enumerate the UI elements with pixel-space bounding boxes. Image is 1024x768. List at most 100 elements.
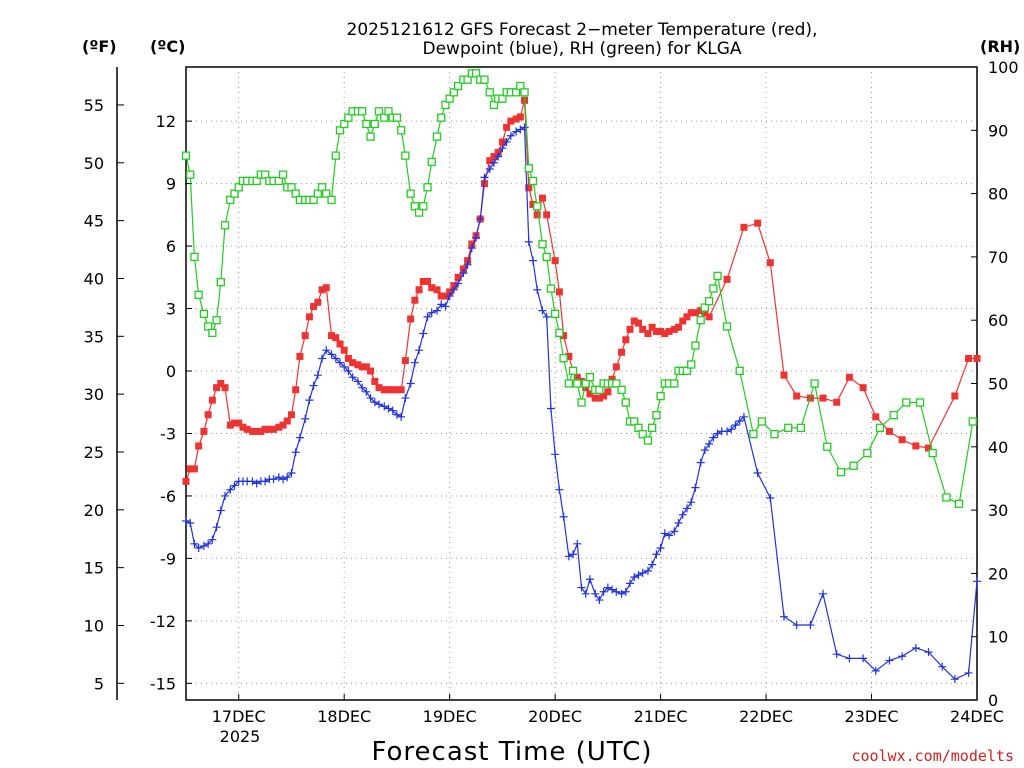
dewpoint-point [318,354,327,363]
dewpoint-point [626,579,635,588]
rh-point [362,119,371,129]
x-tick-label: 21DEC [634,707,688,726]
temperature-point [328,332,336,340]
rh-point [309,195,318,205]
dewpoint-point [691,483,700,492]
rh-tick-label: 10 [988,628,1008,647]
rh-point [437,113,446,122]
rh-point [823,442,832,451]
dewpoint-point [327,350,336,359]
dewpoint-point [735,416,744,425]
temperature-point [393,386,401,394]
rh-point [480,75,489,84]
dewpoint-point [423,312,432,321]
dewpoint-point [603,583,612,592]
rh-tick-label: 60 [988,311,1008,330]
x-tick-label: 18DEC [317,707,371,726]
dewpoint-point [871,666,880,675]
temperature-point [287,411,295,419]
dewpoint-point [723,427,732,436]
temperature-point [657,327,665,335]
rh-point [516,81,525,91]
temperature-point [740,223,748,231]
dewpoint-point [248,477,257,486]
dewpoint-point [577,583,586,592]
dewpoint-point [190,539,199,548]
dewpoint-point [344,367,353,376]
dewpoint-point [591,589,600,598]
temperature-point [793,392,801,400]
dewpoint-point [427,308,436,317]
rh-point [889,410,898,420]
rh-point [471,69,481,78]
temperature-point [186,465,194,473]
dewpoint-point [252,479,261,488]
rh-tick-label: 90 [988,121,1008,140]
rh-point [595,385,604,394]
dewpoint-point [322,346,331,355]
temperature-point [401,357,409,365]
rh-point [546,284,556,293]
dewpoint-point [938,662,947,671]
dewpoint-point [230,481,239,490]
rh-point [810,379,819,388]
temperature-point [446,288,454,296]
axes [116,66,978,701]
rh-tick-label: 80 [988,185,1008,204]
temperature-point [648,323,656,331]
dewpoint-point [612,587,621,596]
temperature-point [723,275,731,283]
rh-point [234,183,243,192]
rh-point [559,354,568,363]
credit-text: coolwx.com/modelts [851,747,1014,765]
temperature-point [248,427,256,435]
dewpoint-point [885,656,894,665]
temperature-point [428,284,436,292]
temperature-point [543,211,551,219]
rh-point [643,436,653,445]
chart-title-line-2: Dewpoint (blue), RH (green) for KLGA [423,39,742,59]
dewpoint-point [696,458,705,467]
temperature-point [257,427,265,435]
temperature-point [318,286,326,294]
tick-labels: 17DEC 18DEC 19DEC 20DEC 21DEC 22DEC 23DEC 24DEC… [84,58,1019,726]
dewpoint-point [520,123,529,132]
temperature-point [973,355,981,363]
dewpoint-point [480,173,489,182]
temperature-point [292,386,300,394]
temperature-point [450,282,458,290]
series-rh [181,69,977,508]
temperature-point [675,323,683,331]
temperature-point [626,325,634,333]
temperature-point [529,200,537,208]
dewpoint-point [472,233,481,242]
temperature-point [965,355,973,363]
temperature-point [670,325,678,333]
dewpoint-point [309,381,318,390]
rh-point [485,88,494,97]
dewpoint-point [295,433,304,442]
temperature-point [336,340,344,348]
dewpoint-point [564,552,573,561]
temperature-point [701,309,709,317]
dewpoint-point [441,302,450,311]
dewpoint-point [485,165,494,174]
dewpoint-point [269,475,278,484]
fahrenheit-unit-label: (ºF) [82,37,117,56]
temperature-point [600,392,608,400]
dewpoint-point [599,587,608,596]
temperature-point [503,123,511,131]
fahrenheit-tick-label: 10 [84,617,104,636]
rh-point [344,113,353,122]
rh-tick-label: 20 [988,564,1008,583]
temperature-point [419,277,427,285]
temperature-point [204,411,212,419]
dewpoint-point [595,596,604,605]
dewpoint-point [212,523,221,532]
fahrenheit-tick-label: 25 [84,443,104,462]
dewpoint-point [973,577,981,586]
dewpoint-point [670,527,679,536]
temperature-point [441,292,449,300]
temperature-point [208,396,216,404]
temperature-point [639,325,647,333]
